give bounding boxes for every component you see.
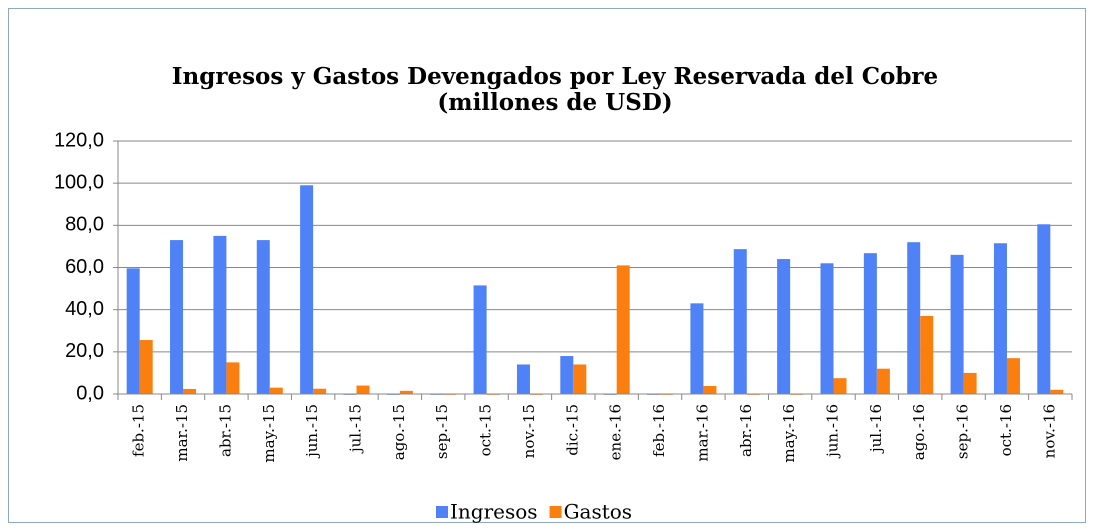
x-tick-label: oct.-15 [477, 404, 495, 456]
x-tick-label: abr.-16 [737, 404, 755, 457]
x-tick-label: feb.-16 [650, 404, 668, 457]
y-tick-label: 100,0 [54, 171, 104, 193]
x-tick-label: mar.-15 [173, 404, 191, 462]
bar [1037, 224, 1051, 394]
x-tick-label: nov.-15 [520, 404, 538, 458]
bar [139, 340, 153, 394]
y-tick-label: 40,0 [65, 298, 104, 320]
bar [256, 240, 270, 394]
x-tick-label: jul.-15 [347, 404, 365, 454]
x-tick-label: may.-15 [260, 404, 278, 463]
y-tick-label: 20,0 [65, 340, 104, 362]
y-tick-label: 80,0 [65, 214, 104, 236]
y-tick-label: 120,0 [54, 129, 104, 151]
bar [560, 356, 574, 394]
x-tick-label: jun.-15 [303, 404, 321, 459]
chart-subtitle: (millones de USD) [437, 89, 672, 116]
bar [313, 388, 327, 394]
bar [300, 185, 314, 394]
bar [876, 368, 890, 394]
bar [616, 265, 630, 394]
x-tick-label: dic.-15 [563, 404, 581, 456]
bar [573, 364, 587, 394]
legend-swatch [436, 506, 448, 518]
x-tick-label: sep.-15 [433, 404, 451, 459]
y-tick-label: 60,0 [65, 256, 104, 278]
bar [733, 249, 747, 394]
bar [213, 235, 227, 394]
x-tick-label: abr.-15 [216, 404, 234, 457]
bar [963, 372, 977, 394]
bar [690, 303, 704, 394]
legend-label: Gastos [564, 500, 633, 524]
chart-frame [8, 8, 1086, 523]
bar [950, 254, 964, 394]
bar [170, 240, 184, 394]
x-tick-label: sep.-16 [954, 404, 972, 459]
bar [907, 242, 921, 394]
bar [399, 390, 413, 394]
bar [777, 259, 791, 394]
bar [993, 243, 1007, 394]
bar [226, 362, 240, 394]
bar [1050, 389, 1064, 394]
bar [833, 378, 847, 394]
x-tick-label: jul.-16 [867, 404, 885, 454]
bar [820, 263, 834, 394]
legend-label: Ingresos [450, 500, 538, 524]
bar [863, 253, 877, 394]
bar [920, 315, 934, 394]
x-tick-label: ene.-16 [607, 404, 625, 460]
bar [703, 385, 717, 394]
x-tick-label: jun.-16 [824, 404, 842, 459]
legend-swatch [549, 506, 562, 518]
x-tick-label: nov.-16 [1040, 404, 1058, 458]
x-tick-label: mar.-16 [693, 404, 711, 462]
bar [473, 285, 487, 394]
x-tick-label: feb.-15 [130, 404, 148, 457]
chart-title: Ingresos y Gastos Devengados por Ley Res… [172, 63, 938, 90]
x-tick-label: ago.-16 [910, 404, 928, 460]
bar [126, 268, 140, 394]
bar [269, 387, 283, 394]
bar [356, 385, 370, 394]
x-tick-label: ago.-15 [390, 404, 408, 460]
bar [1006, 358, 1020, 394]
bar [516, 364, 530, 394]
bar [183, 388, 197, 394]
y-tick-label: 0,0 [76, 382, 104, 404]
x-tick-label: may.-16 [780, 404, 798, 463]
x-tick-label: oct.-16 [997, 404, 1015, 456]
